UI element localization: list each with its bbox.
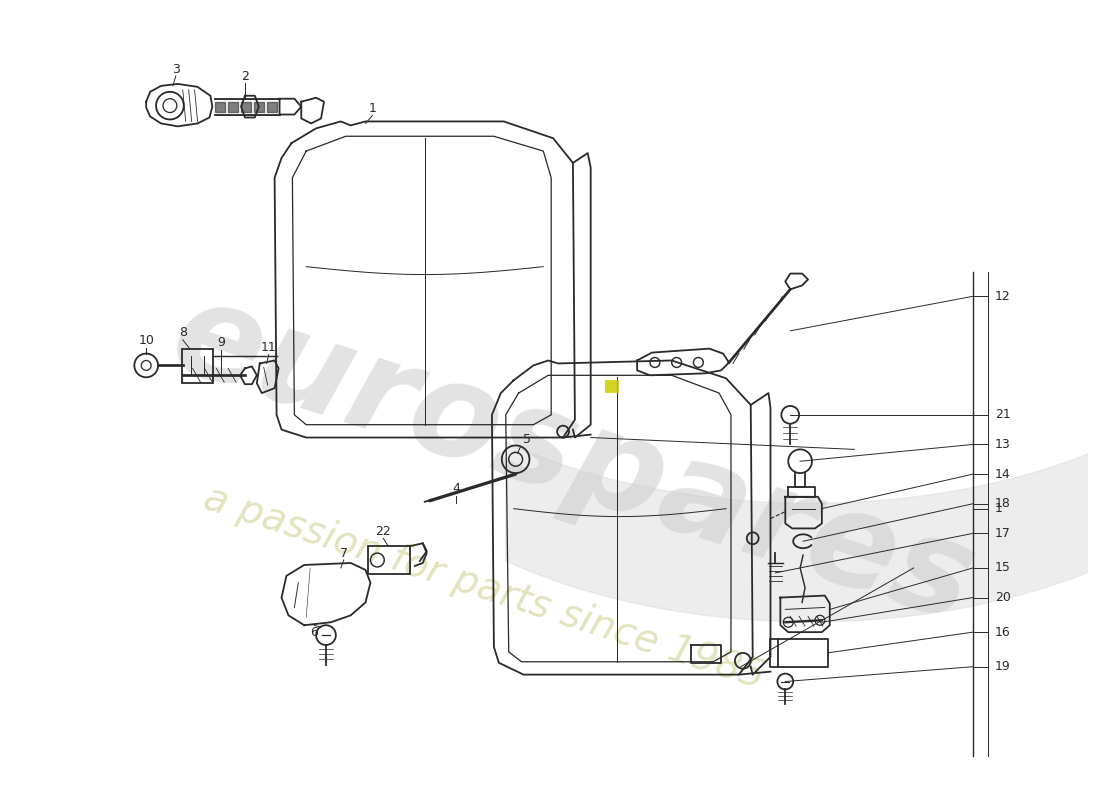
Text: 22: 22	[375, 525, 392, 538]
Text: 21: 21	[994, 408, 1011, 422]
Text: 1: 1	[994, 502, 1002, 515]
Text: 19: 19	[994, 660, 1011, 674]
Text: 17: 17	[994, 527, 1011, 540]
Text: 15: 15	[994, 562, 1011, 574]
Text: 13: 13	[994, 438, 1011, 451]
Text: 9: 9	[218, 336, 226, 350]
Text: 5: 5	[524, 433, 531, 446]
Text: 18: 18	[994, 498, 1011, 510]
Text: 10: 10	[139, 334, 154, 347]
Text: 8: 8	[178, 326, 187, 339]
Text: 14: 14	[994, 467, 1011, 481]
Text: 7: 7	[340, 546, 348, 560]
Text: 3: 3	[172, 62, 179, 75]
Text: 12: 12	[994, 290, 1011, 302]
FancyBboxPatch shape	[605, 380, 618, 392]
Text: 1: 1	[368, 102, 376, 115]
Text: 20: 20	[994, 591, 1011, 604]
Text: 2: 2	[241, 70, 249, 82]
Text: 16: 16	[994, 626, 1011, 638]
Text: eurospares: eurospares	[156, 270, 990, 649]
Text: 6: 6	[310, 626, 318, 638]
Text: a passion for parts since 1985: a passion for parts since 1985	[199, 479, 769, 697]
Text: 11: 11	[261, 341, 276, 354]
Text: 4: 4	[452, 482, 460, 495]
